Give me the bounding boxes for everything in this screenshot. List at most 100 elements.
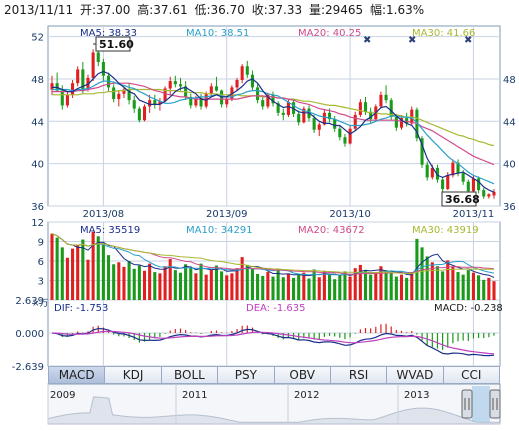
tab-macd[interactable]: MACD	[49, 367, 106, 383]
high-callout-value: 51.60	[99, 38, 134, 51]
volume-bar	[178, 272, 183, 300]
volume-bar	[117, 262, 121, 300]
candle-body	[256, 87, 260, 101]
candle-body	[178, 84, 183, 87]
price-tick-label-right: 48	[503, 75, 516, 86]
candle-body	[322, 112, 326, 125]
volume-bar	[482, 279, 486, 300]
candle-body	[353, 114, 357, 129]
volume-bar	[148, 263, 152, 300]
close-label: 收:	[252, 3, 268, 17]
range-handle-left[interactable]	[461, 389, 473, 419]
volume-bar	[71, 248, 75, 300]
volume-bar	[261, 275, 265, 300]
candle-body	[369, 111, 373, 120]
volume-bar	[425, 256, 429, 300]
candle-body	[112, 87, 116, 100]
price-tick-label-right: 44	[503, 117, 516, 128]
quote-date: 2013/11/11	[4, 3, 73, 17]
volume-bar	[245, 264, 249, 300]
candle-body	[132, 100, 136, 109]
candle-body	[71, 83, 75, 95]
tab-boll[interactable]: BOLL	[162, 367, 219, 383]
tab-cci[interactable]: CCI	[461, 368, 482, 382]
candle-body	[153, 100, 157, 105]
candle-body	[312, 118, 316, 130]
candle-body	[266, 94, 270, 107]
candle-body	[65, 94, 69, 106]
candle-body	[91, 52, 95, 78]
candle-body	[168, 81, 172, 89]
change-label: 幅:	[370, 2, 386, 17]
volume-bar	[65, 257, 69, 300]
tab-wvad[interactable]: WVAD	[387, 367, 444, 383]
volume-bar	[101, 244, 105, 300]
volume-bar	[363, 270, 368, 300]
candle-body	[363, 102, 368, 112]
macd-tick-label: -2.639	[12, 362, 44, 373]
candle-body	[482, 190, 486, 197]
event-marker-icon[interactable]: ✖	[408, 35, 416, 46]
candle-body	[456, 162, 460, 174]
candle-body	[327, 112, 332, 120]
tab-kdj[interactable]: KDJ	[105, 367, 162, 383]
candle-body	[389, 100, 393, 118]
tab-psy[interactable]: PSY	[218, 367, 275, 383]
candle-body	[420, 138, 424, 165]
candle-body	[394, 117, 398, 128]
tab-obv[interactable]: OBV	[275, 367, 331, 383]
volume-bar	[338, 275, 342, 300]
high-callout: 51.60	[93, 36, 134, 52]
candle-body	[60, 90, 64, 106]
candle-body	[338, 128, 342, 138]
volume-bar	[466, 270, 470, 300]
candle-body	[209, 86, 213, 94]
volume-bar	[435, 266, 440, 300]
volume-bar	[122, 266, 126, 300]
legend-dif: DIF: -1.753	[54, 303, 108, 314]
candle-body	[333, 119, 337, 129]
change-value: 1.63%	[386, 3, 424, 17]
candle-body	[101, 62, 105, 76]
volume-bar	[292, 277, 296, 300]
candle-body	[286, 102, 290, 115]
range-handle-right[interactable]	[489, 389, 501, 419]
candle-body	[158, 101, 162, 105]
volume-bar	[220, 271, 224, 300]
candle-body	[122, 89, 126, 94]
candle-body	[466, 181, 470, 192]
price-tick-label-left: 44	[31, 117, 44, 128]
candle-body	[492, 191, 496, 196]
volume-bar	[81, 239, 85, 300]
candle-body	[281, 112, 285, 115]
tab-rsi[interactable]: RSI	[331, 367, 388, 383]
candle-body	[163, 88, 167, 102]
overview-range-handles[interactable]	[461, 389, 501, 419]
candle-body	[117, 93, 121, 100]
volume-bar	[394, 276, 398, 300]
moving-averages	[52, 70, 495, 193]
volume-bar	[230, 273, 234, 300]
candle-body	[240, 66, 244, 80]
candle-body	[199, 98, 203, 107]
event-marker-icon[interactable]: ✖	[464, 35, 472, 46]
volume-bar	[55, 237, 59, 300]
volume-bar	[60, 247, 64, 300]
volume-bar	[399, 274, 404, 300]
quote-header: 2013/11/11 开:37.00 高:37.61 低:36.70 收:37.…	[4, 2, 424, 17]
candle-body	[76, 69, 80, 84]
volume-tick-label: 3	[38, 277, 44, 288]
volume-bar	[142, 270, 147, 300]
volume-bar	[456, 272, 460, 300]
candle-body	[471, 178, 475, 192]
volume-bar	[86, 259, 90, 300]
event-marker-icon[interactable]: ✖	[363, 35, 371, 46]
volume-bar	[132, 268, 136, 300]
candle-body	[189, 96, 193, 106]
ma20-line	[52, 82, 495, 166]
candle-body	[96, 52, 100, 62]
candle-body	[358, 102, 362, 115]
volume-bar	[235, 268, 239, 300]
ma5-line	[52, 70, 495, 193]
